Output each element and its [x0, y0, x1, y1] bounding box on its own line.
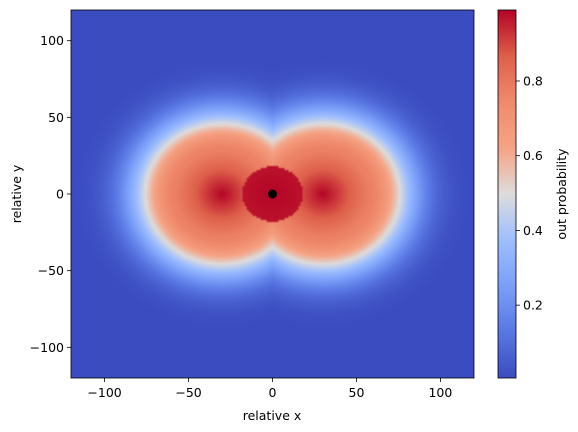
y-tick-label: 50	[48, 110, 64, 125]
colorbar: 0.2 0.4 0.6 0.8 out probability	[497, 9, 569, 379]
colorbar-tick-label: 0.6	[523, 148, 543, 163]
y-tick-label: −100	[30, 340, 64, 355]
y-tick-label: −50	[38, 263, 64, 278]
x-tick-label: 0	[269, 385, 277, 400]
center-marker	[268, 189, 277, 199]
y-axis-ticks: −100 −50 0 50 100	[30, 33, 71, 355]
colorbar-tick-label: 0.8	[523, 73, 543, 88]
colorbar-gradient	[498, 10, 516, 378]
x-tick-label: −50	[175, 385, 201, 400]
x-tick-label: 50	[349, 385, 365, 400]
x-tick-label: 100	[428, 385, 452, 400]
x-axis-label: relative x	[243, 408, 302, 423]
y-axis-label: relative y	[9, 164, 24, 223]
colorbar-tick-label: 0.2	[523, 298, 543, 313]
x-axis-ticks: −100 −50 0 50 100	[87, 378, 452, 400]
x-tick-label: −100	[87, 385, 121, 400]
colorbar-tick-label: 0.4	[523, 223, 543, 238]
colorbar-ticks: 0.2 0.4 0.6 0.8	[516, 73, 543, 313]
y-tick-label: 0	[56, 187, 64, 202]
y-tick-label: 100	[40, 33, 64, 48]
colorbar-label: out probability	[554, 148, 569, 240]
colorbar-frame	[497, 9, 517, 379]
